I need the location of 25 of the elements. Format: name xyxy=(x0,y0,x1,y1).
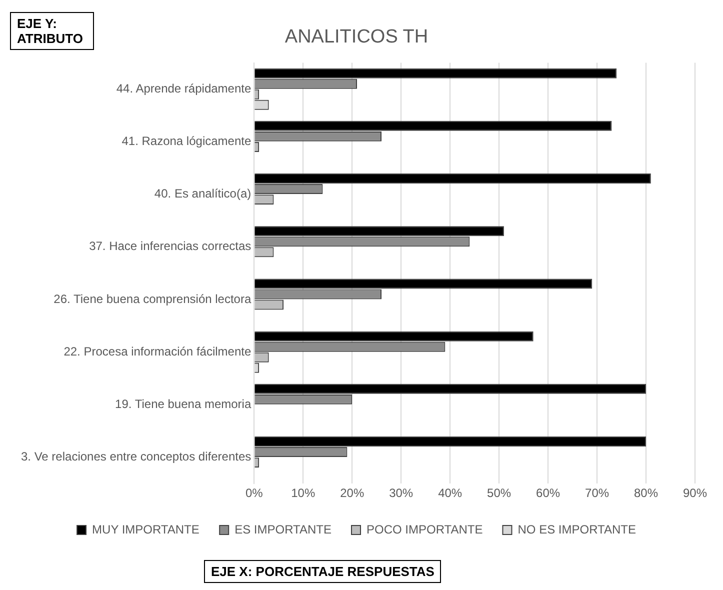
y-tick-label: 44. Aprende rápidamente xyxy=(116,81,252,96)
y-tick-label: 22. Procesa información fácilmente xyxy=(64,344,252,358)
y-tick-label: 37. Hace inferencias correctas xyxy=(89,239,252,254)
y-tick-label: 26. Tiene buena comprensión lectora xyxy=(54,292,252,306)
x-tick-label: 20% xyxy=(340,486,364,500)
x-tick-label: 50% xyxy=(487,486,512,500)
legend-label: POCO IMPORTANTE xyxy=(366,522,483,536)
x-tick-label: 90% xyxy=(682,486,708,500)
x-tick-label: 30% xyxy=(389,486,414,500)
x-tick-label: 70% xyxy=(585,486,610,500)
y-tick-label: 19. Tiene buena memoria xyxy=(115,397,252,412)
y-tick-label: 41. Razona lógicamente xyxy=(122,134,252,148)
x-axis-title: EJE X: PORCENTAJE RESPUESTAS xyxy=(204,560,442,583)
x-tick-label: 60% xyxy=(536,486,560,500)
legend-label: NO ES IMPORTANTE xyxy=(518,522,636,536)
x-tick-label: 40% xyxy=(438,486,462,500)
y-tick-label: 40. Es analítico(a) xyxy=(154,186,252,201)
chart-title: ANALITICOS TH xyxy=(284,26,428,48)
x-tick-label: 10% xyxy=(291,486,316,500)
y-tick-label: 3. Ve relaciones entre conceptos diferentes xyxy=(20,450,252,464)
x-tick-label: 0% xyxy=(245,486,264,500)
y-axis-title: EJE Y: ATRIBUTO xyxy=(10,12,94,50)
legend-label: ES IMPORTANTE xyxy=(234,522,332,536)
x-tick-label: 80% xyxy=(634,486,658,500)
legend-label: MUY IMPORTANTE xyxy=(92,522,200,536)
